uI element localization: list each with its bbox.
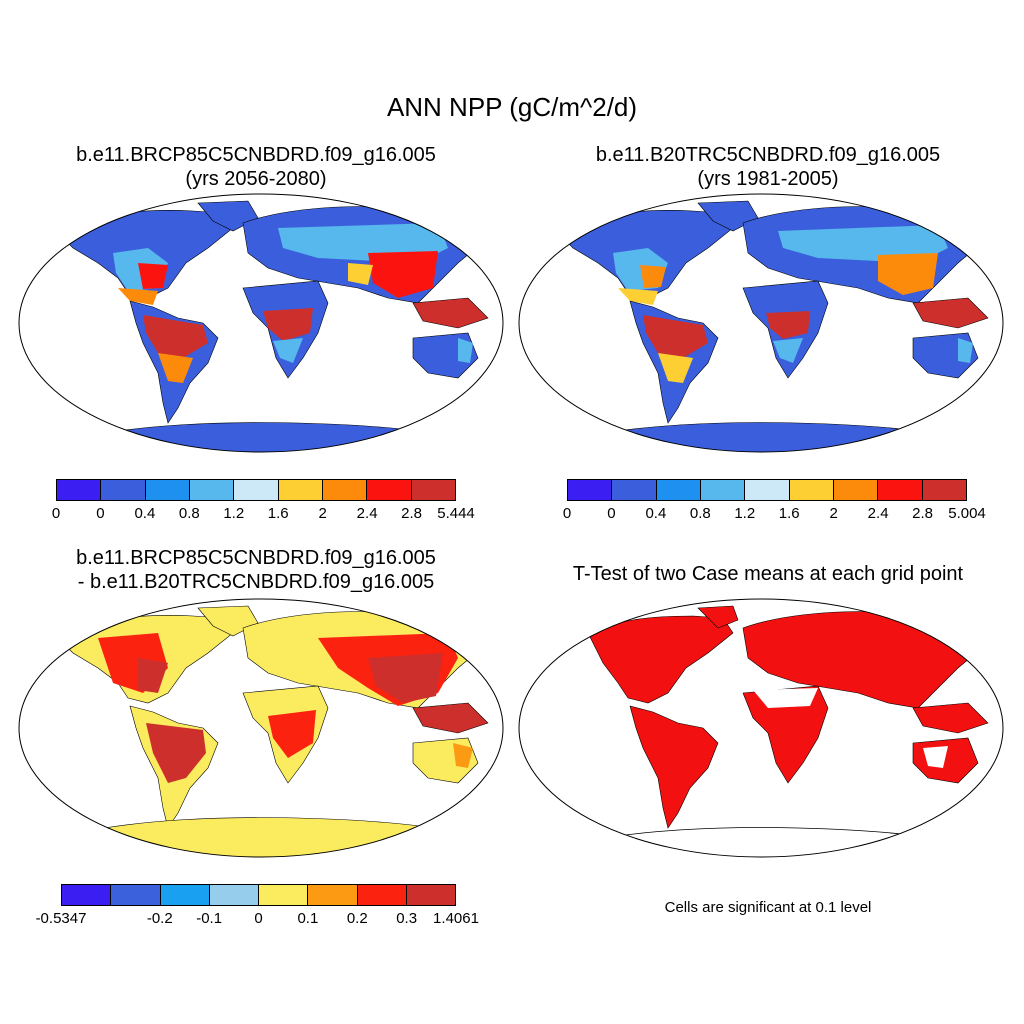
colorbar-swatch (656, 480, 701, 500)
colorbar-swatch (406, 885, 455, 905)
colorbar-swatch (612, 480, 657, 500)
colorbar-tick-label: 0 (51, 505, 61, 522)
colorbar-swatch (878, 480, 923, 500)
colorbar-swatch (568, 480, 613, 500)
difference-panel-title: b.e11.BRCP85C5CNBDRD.f09_g16.005 - b.e11… (0, 546, 512, 594)
colorbar-tick-label: 2.4 (356, 505, 378, 522)
colorbar-tick-label: 1.6 (267, 505, 289, 522)
colorbar-swatch (101, 480, 146, 500)
colorbar-tick-label: 2.8 (401, 505, 422, 522)
ttest-note: Cells are significant at 0.1 level (664, 899, 872, 916)
colorbar-tick-label: 1.2 (223, 505, 245, 522)
ttest-map (518, 598, 1004, 858)
colorbar-swatch (789, 480, 834, 500)
colorbar-tick-label: 2.4 (867, 505, 889, 522)
colorbar-swatch (209, 885, 259, 905)
ttest-panel-title: T-Test of two Case means at each grid po… (512, 562, 1024, 586)
colorbar-swatch (322, 480, 368, 500)
colorbar-tick-label: 1.6 (778, 505, 800, 522)
case-colorbar (56, 479, 456, 501)
colorbar-swatch (189, 480, 235, 500)
colorbar-tick-label: 0 (562, 505, 572, 522)
colorbar-tick-label: -0.1 (196, 910, 223, 927)
colorbar-tick-label: -0.5347 (35, 910, 87, 927)
control-title-line1: b.e11.B20TRC5CNBDRD.f09_g16.005 (595, 144, 941, 166)
colorbar-swatch (234, 480, 279, 500)
colorbar-swatch (367, 480, 412, 500)
colorbar-tick-label: 0.8 (689, 505, 711, 522)
colorbar-tick-label: -0.2 (146, 910, 173, 927)
colorbar-tick-label: 0.4 (134, 505, 156, 522)
difference-title-line1: b.e11.BRCP85C5CNBDRD.f09_g16.005 (76, 547, 436, 569)
figure-title: ANN NPP (gC/m^2/d) (386, 92, 638, 122)
colorbar-swatch (145, 480, 190, 500)
colorbar-tick-label: 1.2 (734, 505, 756, 522)
case-panel-title: b.e11.BRCP85C5CNBDRD.f09_g16.005 (yrs 20… (0, 143, 512, 191)
colorbar-tick-label: 2 (318, 505, 327, 522)
colorbar-swatch (357, 885, 407, 905)
colorbar-swatch (308, 885, 358, 905)
colorbar-swatch (62, 885, 112, 905)
colorbar-swatch (278, 480, 323, 500)
control-panel-title: b.e11.B20TRC5CNBDRD.f09_g16.005 (yrs 198… (512, 143, 1024, 191)
colorbar-tick-label: 0.2 (346, 910, 368, 927)
difference-title-line2: - b.e11.B20TRC5CNBDRD.f09_g16.005 (77, 571, 435, 593)
colorbar-tick-label: 1.4061 (433, 910, 479, 927)
colorbar-tick-label: 2.8 (912, 505, 933, 522)
colorbar-tick-label: 0 (607, 505, 616, 522)
colorbar-tick-label: 0 (96, 505, 105, 522)
colorbar-swatch (922, 480, 966, 500)
colorbar-swatch (57, 480, 102, 500)
colorbar-tick-label: 0.3 (396, 910, 418, 927)
colorbar-swatch (411, 480, 455, 500)
control-colorbar (567, 479, 967, 501)
colorbar-tick-label: 5.444 (437, 505, 475, 522)
difference-colorbar (61, 884, 456, 906)
antarctica-land (77, 422, 489, 452)
colorbar-tick-label: 5.004 (948, 505, 986, 522)
colorbar-tick-label: 0 (254, 910, 263, 927)
control-map (518, 193, 1004, 453)
case-map (18, 193, 504, 453)
difference-map (18, 598, 504, 858)
colorbar-tick-label: 0.4 (645, 505, 667, 522)
colorbar-swatch (833, 480, 879, 500)
ttest-title: T-Test of two Case means at each grid po… (572, 563, 964, 585)
case-title-line1: b.e11.BRCP85C5CNBDRD.f09_g16.005 (76, 144, 436, 166)
colorbar-swatch (700, 480, 746, 500)
colorbar-tick-label: 2 (829, 505, 838, 522)
control-title-line2: (yrs 1981-2005) (697, 168, 839, 190)
colorbar-tick-label: 0.8 (178, 505, 200, 522)
colorbar-swatch (745, 480, 790, 500)
colorbar-swatch (111, 885, 161, 905)
colorbar-tick-label: 0.1 (297, 910, 319, 927)
colorbar-swatch (259, 885, 309, 905)
case-title-line2: (yrs 2056-2080) (185, 168, 327, 190)
colorbar-swatch (160, 885, 210, 905)
